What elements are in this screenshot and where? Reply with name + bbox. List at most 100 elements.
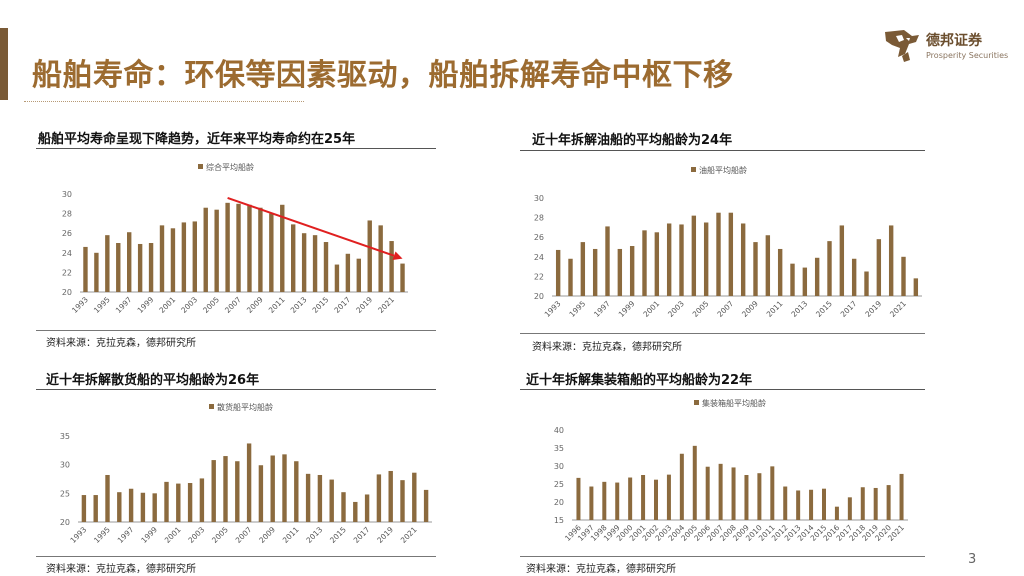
legend-swatch [209, 404, 214, 409]
x-tick-label: 2009 [245, 295, 265, 315]
bar-1999 [152, 493, 157, 522]
bar-1995 [105, 235, 110, 292]
bar-1999 [148, 243, 154, 292]
bar-2020 [400, 480, 405, 522]
x-tick-label: 2001 [641, 299, 661, 319]
panel-rule-tanker [520, 150, 925, 151]
chart-legend: 集装箱船平均船龄 [694, 398, 766, 408]
bar-2010 [269, 213, 274, 292]
x-tick-label: 1995 [92, 295, 112, 315]
chart-legend: 油船平均船龄 [691, 165, 747, 175]
bar-2015 [827, 241, 832, 296]
y-tick-label: 30 [534, 194, 544, 203]
y-tick-label: 26 [534, 233, 544, 242]
bar-2017 [345, 253, 351, 292]
bar-2021 [901, 256, 906, 296]
trend-arrow [227, 196, 403, 260]
x-tick-label: 2005 [691, 299, 711, 319]
legend-swatch [691, 167, 696, 172]
bar-1998 [617, 248, 623, 296]
bar-2020 [888, 225, 894, 296]
bar-1995 [105, 474, 110, 522]
x-tick-label: 1997 [116, 525, 136, 545]
bar-2015 [323, 242, 329, 292]
bar-2022 [400, 263, 405, 292]
x-tick-label: 2015 [311, 295, 331, 315]
bar-1996 [592, 248, 598, 296]
x-tick-label: 2001 [163, 525, 183, 545]
x-tick-label: 2017 [332, 295, 352, 315]
x-tick-label: 2019 [354, 295, 374, 315]
bar-2000 [642, 230, 647, 296]
bar-2008 [740, 223, 746, 296]
panel-title-bulk: 近十年拆解散货船的平均船龄为26年 [46, 373, 260, 388]
x-tick-label: 2011 [267, 295, 287, 315]
x-tick-label: 2013 [789, 299, 809, 319]
bar-2010 [757, 473, 762, 520]
y-tick-label: 35 [60, 432, 70, 441]
bar-2006 [705, 466, 710, 520]
bar-2005 [223, 456, 228, 522]
bar-1998 [140, 492, 146, 522]
x-tick-label: 2017 [352, 525, 372, 545]
bar-2000 [164, 481, 169, 522]
legend-swatch [694, 400, 699, 405]
logo-name-en: Prosperity Securities [926, 51, 1009, 60]
bar-2005 [214, 209, 219, 292]
bar-2003 [679, 224, 684, 296]
x-tick-label: 1993 [543, 299, 563, 319]
bar-2007 [246, 443, 252, 522]
bar-1993 [555, 249, 561, 296]
x-tick-label: 2003 [186, 525, 206, 545]
bar-2003 [666, 474, 671, 520]
bar-1997 [589, 486, 594, 520]
bar-2019 [367, 220, 372, 292]
bar-2004 [679, 453, 684, 520]
panel-title-overall: 船舶平均寿命呈现下降趋势，近年来平均寿命约在25年 [38, 132, 356, 147]
x-tick-label: 2013 [289, 295, 309, 315]
bar-2009 [753, 242, 758, 296]
bar-2002 [187, 483, 193, 522]
bar-2011 [294, 461, 299, 522]
bar-2012 [783, 486, 788, 520]
bar-1995 [580, 242, 586, 296]
x-tick-label: 1999 [617, 299, 637, 319]
bar-1996 [116, 243, 121, 292]
x-tick-label: 2001 [157, 295, 177, 315]
bar-2004 [691, 215, 697, 296]
bar-2007 [236, 203, 241, 292]
bar-2007 [718, 463, 723, 520]
source-note-overall: 资料来源：克拉克森，德邦研究所 [46, 338, 196, 349]
panel-title-container: 近十年拆解集装箱船的平均船龄为22年 [526, 373, 753, 388]
y-tick-label: 26 [62, 229, 72, 238]
bar-2018 [864, 271, 869, 296]
bar-2000 [628, 477, 633, 520]
bar-2022 [423, 489, 429, 522]
x-tick-label: 1997 [114, 295, 134, 315]
x-tick-label: 2019 [375, 525, 395, 545]
bar-2000 [159, 225, 165, 292]
bar-1996 [576, 477, 581, 520]
x-tick-label: 2011 [281, 525, 301, 545]
x-tick-label: 1995 [92, 525, 112, 545]
slide-title: 船舶寿命：环保等因素驱动，船舶拆解寿命中枢下移 [32, 58, 734, 93]
bar-2003 [192, 221, 197, 292]
bar-2010 [765, 235, 771, 296]
bar-2013 [301, 233, 307, 292]
panel-rule-bulk [36, 389, 436, 390]
bar-1994 [93, 495, 98, 522]
bar-2016 [834, 506, 839, 520]
x-tick-label: 1993 [68, 525, 88, 545]
x-tick-label: 2005 [210, 525, 230, 545]
y-tick-label: 25 [60, 489, 70, 498]
bar-2005 [703, 222, 709, 296]
title-underline [24, 101, 304, 102]
bar-2017 [847, 497, 852, 520]
legend-label: 油船平均船龄 [699, 165, 747, 175]
bar-2019 [388, 470, 393, 522]
bar-2009 [270, 455, 275, 522]
bar-2013 [317, 474, 323, 522]
bar-2017 [364, 494, 370, 522]
